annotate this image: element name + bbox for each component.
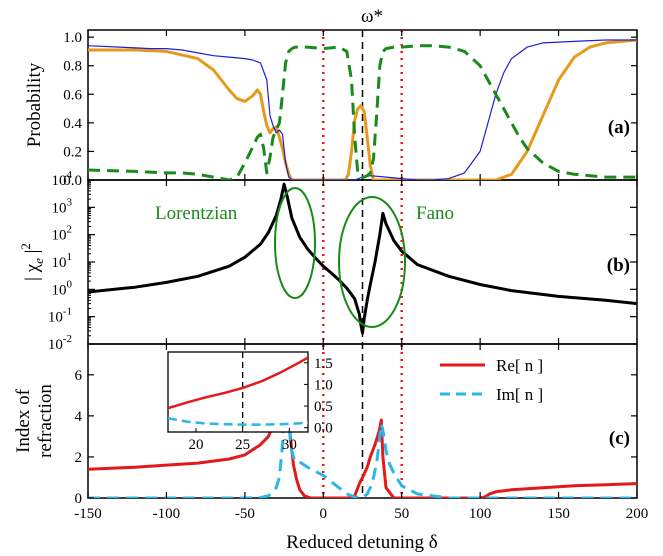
a-y-tick-label-1: 0.2 — [63, 144, 82, 160]
inset-x-tick-label-1: 25 — [235, 437, 250, 453]
inset-y-tick-label-0: 0.0 — [314, 421, 333, 437]
legend-re-label: Re[ n ] — [496, 356, 543, 375]
panel-b-ylabel: | χe |2 — [18, 243, 46, 281]
x-tick-label-1: -100 — [153, 506, 181, 522]
panel-b-tag: (b) — [607, 255, 630, 276]
axis-ticks: -150 -100 -50 0 50 100 150 2000.00.20.40.60.81.… — [48, 30, 648, 522]
series-line-1-0 — [88, 182, 637, 335]
inset-x-tick-label-0: 20 — [189, 437, 204, 453]
x-tick-label-5: 100 — [469, 506, 492, 522]
x-tick-label-2: -50 — [235, 506, 255, 522]
b-y-tick-label-4: 102 — [52, 224, 73, 244]
svg-text:refraction: refraction — [35, 384, 56, 458]
b-y-tick-exp-2: 0 — [67, 278, 73, 290]
panel-a-ylabel: Probability — [24, 62, 45, 147]
panel-a-tag: (a) — [608, 117, 630, 138]
panel-c-ylabel: Index of refraction — [13, 384, 56, 458]
x-tick-label-0: -150 — [74, 506, 102, 522]
c-y-tick-label-2: 4 — [75, 409, 83, 425]
b-y-tick-exp-0: -2 — [63, 333, 72, 345]
inset-y-tick-label-2: 1.0 — [314, 377, 333, 393]
fano-ellipse — [338, 196, 406, 328]
a-y-tick-label-5: 1.0 — [63, 30, 82, 46]
a-y-tick-label-3: 0.6 — [63, 87, 82, 103]
b-y-tick-exp-3: 1 — [67, 251, 73, 263]
inset-series-0 — [168, 356, 308, 410]
a-y-tick-label-4: 0.8 — [63, 59, 82, 75]
inset-y-tick-label-1: 0.5 — [314, 399, 333, 415]
legend: Re[ n ] Im[ n ] — [440, 356, 543, 404]
lorentzian-ellipse — [274, 187, 316, 299]
inset-curves — [168, 352, 308, 432]
b-y-tick-label-0: 10-2 — [48, 333, 72, 353]
fano-label: Fano — [416, 203, 454, 224]
lorentzian-label: Lorentzian — [155, 203, 238, 224]
panel-b-curves — [88, 182, 637, 335]
b-y-tick-label-3: 101 — [52, 251, 73, 271]
b-y-tick-label-2: 100 — [52, 278, 73, 298]
inset-x-tick-label-2: 30 — [282, 437, 297, 453]
series-line-0-1 — [88, 39, 637, 180]
c-y-tick-label-3: 6 — [75, 368, 83, 384]
omega-star-label: ω* — [361, 6, 383, 27]
c-y-tick-label-0: 0 — [75, 491, 83, 507]
a-y-tick-label-2: 0.4 — [63, 116, 82, 132]
b-y-tick-exp-4: 2 — [67, 224, 73, 236]
b-y-tick-exp-5: 3 — [67, 196, 73, 208]
b-y-tick-exp-6: 4 — [67, 169, 73, 181]
b-y-tick-label-5: 103 — [52, 196, 73, 216]
x-tick-label-3: 0 — [320, 506, 328, 522]
x-tick-label-7: 200 — [626, 506, 649, 522]
b-y-tick-exp-1: -1 — [63, 306, 72, 318]
x-tick-label-6: 150 — [547, 506, 570, 522]
x-axis-label: Reduced detuning δ — [286, 532, 437, 553]
panel-c-tag: (c) — [609, 428, 630, 449]
inset-frame — [167, 351, 309, 433]
legend-im-label: Im[ n ] — [496, 385, 543, 404]
reference-lines — [322, 30, 403, 498]
inset-ticks: 20 25 30 0.0 0.5 1.0 1.5 — [189, 356, 333, 453]
x-tick-label-4: 50 — [394, 506, 409, 522]
panel-a-curves — [88, 38, 637, 180]
b-y-tick-label-1: 10-1 — [48, 306, 72, 326]
inset-y-tick-label-3: 1.5 — [314, 356, 333, 372]
series-line-2-1 — [88, 363, 637, 498]
series-line-0-2 — [88, 44, 637, 180]
c-y-tick-label-1: 2 — [75, 450, 83, 466]
inset-series-1 — [168, 416, 308, 426]
series-line-0-0 — [88, 38, 637, 180]
a-y-tick-label-0: 0.0 — [63, 173, 82, 189]
svg-text:Index of: Index of — [13, 388, 34, 453]
